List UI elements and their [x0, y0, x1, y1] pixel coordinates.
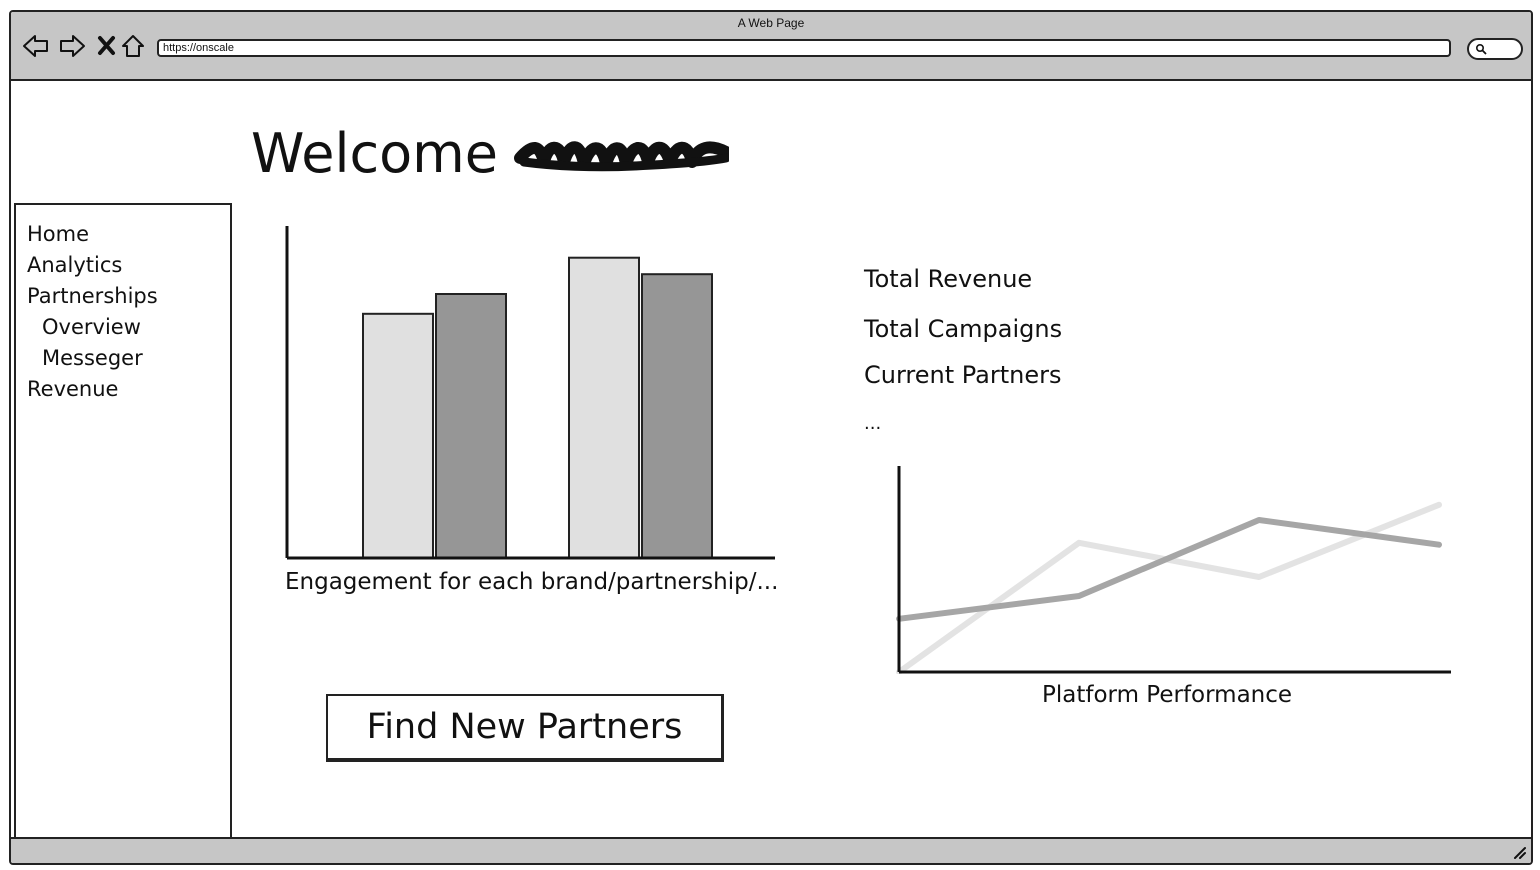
url-bar[interactable] [157, 39, 1451, 57]
welcome-heading: Welcome [251, 122, 499, 185]
platform-performance-title: Platform Performance [1042, 682, 1293, 708]
bar-series1-group1 [362, 312, 434, 559]
engagement-chart-title: Engagement for each brand/partnership/..… [285, 569, 779, 595]
browser-window: A Web Page Welcome Home Analytics Partne… [9, 10, 1533, 865]
sidebar-item-partnerships[interactable]: Partnerships [27, 284, 158, 308]
more-stats-ellipsis: ... [864, 413, 882, 434]
current-partners-label: Current Partners [864, 361, 1062, 389]
sidebar-item-home[interactable]: Home [27, 222, 90, 246]
sidebar-item-revenue[interactable]: Revenue [27, 377, 119, 401]
browser-search-button[interactable] [1467, 38, 1523, 60]
browser-statusbar [11, 837, 1531, 863]
sidebar-item-analytics[interactable]: Analytics [27, 253, 123, 277]
bar-series1-group2 [568, 256, 640, 559]
engagement-bar-chart [285, 226, 775, 560]
search-icon [1475, 43, 1487, 55]
window-title: A Web Page [737, 16, 805, 30]
total-campaigns-label: Total Campaigns [864, 315, 1063, 343]
redacted-name-scribble [514, 141, 729, 172]
sidebar-nav: Home Analytics Partnerships Overview Mes… [14, 203, 232, 841]
bar-series2-group2 [641, 273, 713, 559]
line-series-1 [896, 501, 1442, 674]
browser-titlebar: A Web Page [11, 12, 1531, 81]
find-new-partners-button[interactable]: Find New Partners [326, 694, 724, 762]
sidebar-item-messeger[interactable]: Messeger [42, 346, 143, 370]
close-icon[interactable] [93, 32, 121, 60]
back-icon[interactable] [22, 32, 50, 60]
forward-icon[interactable] [58, 32, 86, 60]
total-revenue-label: Total Revenue [864, 265, 1033, 293]
home-icon[interactable] [119, 32, 147, 60]
line-series-2 [896, 517, 1442, 622]
bar-series2-group1 [435, 293, 507, 559]
resize-grip-icon[interactable] [1511, 844, 1527, 860]
sidebar-item-overview[interactable]: Overview [42, 315, 141, 339]
platform-performance-line-chart [896, 466, 1451, 674]
